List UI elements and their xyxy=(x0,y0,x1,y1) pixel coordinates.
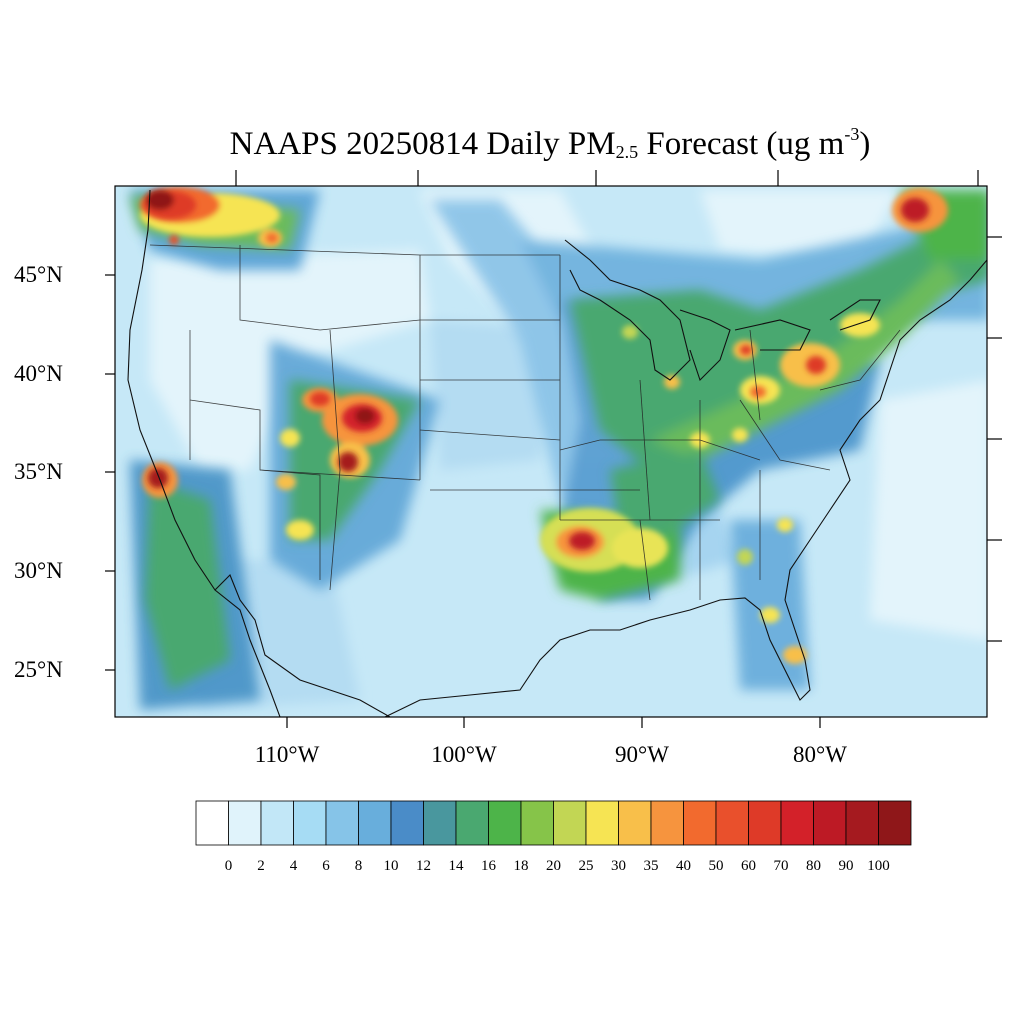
colorbar-swatch xyxy=(195,800,229,846)
colorbar-swatch xyxy=(585,800,619,846)
colorbar-tick-label: 20 xyxy=(546,858,561,874)
colorbar-swatch xyxy=(390,800,424,846)
colorbar-swatch xyxy=(748,800,782,846)
colorbar-swatch xyxy=(683,800,717,846)
lat-label-25n: 25°N xyxy=(14,657,63,682)
colorbar-tick-label: 35 xyxy=(643,858,659,874)
axis-ticks xyxy=(105,170,1002,728)
colorbar-tick-label: 80 xyxy=(806,858,821,874)
colorbar-tick-label: 50 xyxy=(708,858,724,874)
colorbar-tick-label: 90 xyxy=(838,858,854,874)
colorbar-swatch xyxy=(325,800,359,846)
lon-label-90w: 90°W xyxy=(615,742,669,767)
colorbar-swatch xyxy=(293,800,327,846)
colorbar-swatch xyxy=(455,800,489,846)
colorbar-tick-label: 0 xyxy=(224,858,233,874)
colorbar-swatch xyxy=(780,800,814,846)
colorbar-swatch xyxy=(488,800,522,846)
colorbar-tick-label: 100 xyxy=(867,858,890,874)
colorbar-swatch xyxy=(520,800,554,846)
colorbar-swatch xyxy=(553,800,587,846)
colorbar-swatch xyxy=(618,800,652,846)
colorbar-swatch xyxy=(260,800,294,846)
lat-label-40n: 40°N xyxy=(14,361,63,386)
colorbar-swatch xyxy=(423,800,457,846)
lat-label-35n: 35°N xyxy=(14,459,63,484)
lon-label-80w: 80°W xyxy=(793,742,847,767)
state-borders xyxy=(149,244,901,601)
colorbar-tick-label: 30 xyxy=(611,858,626,874)
colorbar-tick-label: 25 xyxy=(578,858,594,874)
colorbar-tick-label: 40 xyxy=(676,858,691,874)
colorbar-swatch xyxy=(845,800,879,846)
lat-label-30n: 30°N xyxy=(14,558,63,583)
colorbar-tick-label: 12 xyxy=(416,858,431,874)
colorbar-tick-label: 10 xyxy=(383,858,399,874)
coastlines xyxy=(127,189,987,717)
colorbar-swatch xyxy=(228,800,262,846)
colorbar-swatch xyxy=(878,800,912,846)
map-frame xyxy=(114,185,988,718)
colorbar-swatch xyxy=(715,800,749,846)
colorbar xyxy=(195,800,912,846)
colorbar-tick-label: 8 xyxy=(354,858,363,874)
lon-label-110w: 110°W xyxy=(254,742,320,767)
colorbar-swatch xyxy=(650,800,684,846)
colorbar-tick-label: 2 xyxy=(257,858,265,874)
colorbar-tick-label: 16 xyxy=(481,858,496,874)
pm25-field xyxy=(115,186,987,717)
colorbar-tick-label: 18 xyxy=(513,858,529,874)
map-title: NAAPS 20250814 Daily PM2.5 Forecast (ug … xyxy=(229,124,871,162)
colorbar-tick-label: 6 xyxy=(322,858,330,874)
lon-label-100w: 100°W xyxy=(431,742,497,767)
lat-label-45n: 45°N xyxy=(14,262,63,287)
colorbar-swatch xyxy=(813,800,847,846)
colorbar-tick-label: 14 xyxy=(448,858,464,874)
colorbar-tick-label: 4 xyxy=(289,858,298,874)
colorbar-tick-label: 60 xyxy=(741,858,756,874)
colorbar-swatch xyxy=(358,800,392,846)
colorbar-tick-label: 70 xyxy=(773,858,789,874)
